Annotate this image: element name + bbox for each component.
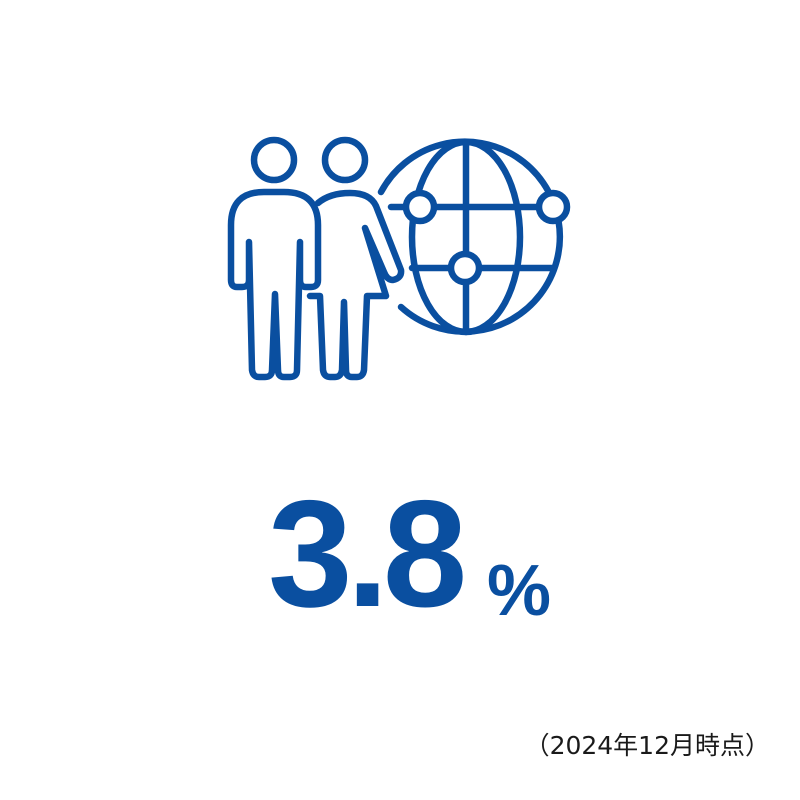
people-globe-icon — [227, 136, 571, 381]
woman-icon — [306, 136, 405, 381]
stat-block: 3.8 % — [268, 469, 552, 639]
man-icon — [227, 136, 322, 381]
stat-value: 3.8 — [268, 469, 467, 639]
globe-icon — [377, 138, 571, 336]
as-of-date-note: （2024年12月時点） — [524, 731, 770, 760]
stat-unit: % — [487, 551, 552, 631]
